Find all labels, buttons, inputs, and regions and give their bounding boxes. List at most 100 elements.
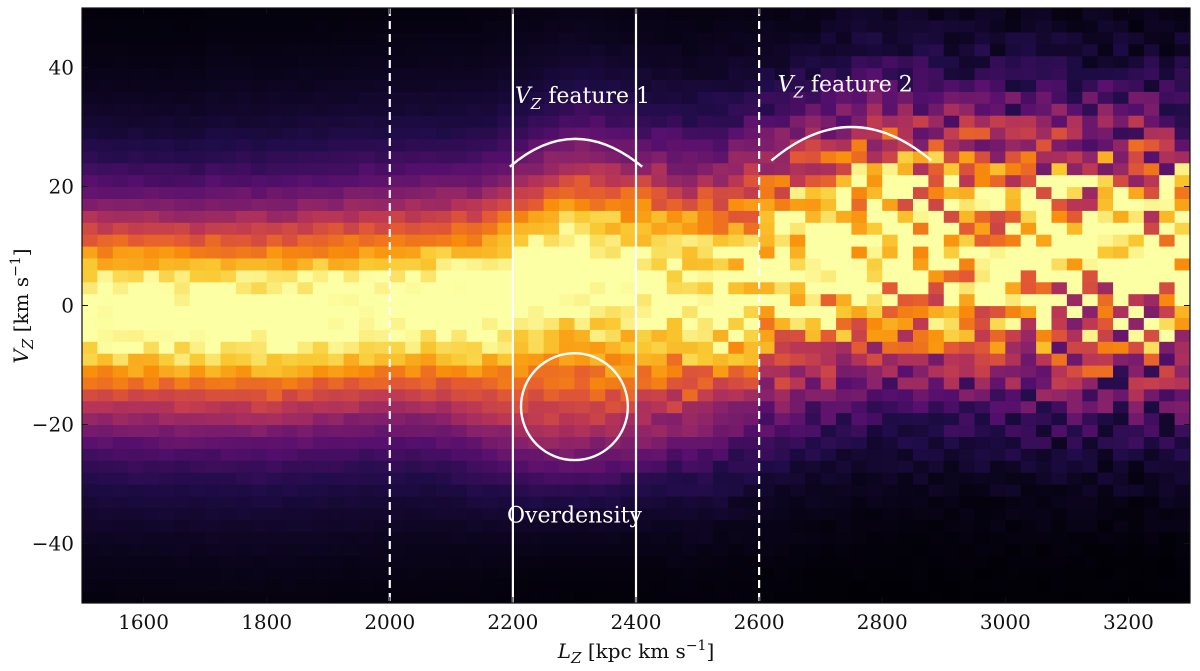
heatmap-cell	[620, 305, 637, 318]
heatmap-cell	[559, 246, 576, 259]
heatmap-cell	[943, 234, 960, 247]
heatmap-cell	[189, 567, 206, 580]
heatmap-cell	[174, 567, 191, 580]
heatmap-cell	[359, 31, 375, 45]
heatmap-cell	[466, 234, 483, 247]
heatmap-cell	[866, 472, 883, 485]
heatmap-cell	[235, 67, 252, 80]
heatmap-cell	[682, 55, 699, 69]
heatmap-cell	[1128, 424, 1145, 437]
heatmap-cell	[1066, 579, 1083, 592]
heatmap-cell	[712, 305, 729, 318]
heatmap-cell	[1113, 341, 1130, 354]
heatmap-cell	[897, 210, 914, 223]
heatmap-cell	[759, 591, 776, 603]
heatmap-cell	[636, 246, 652, 259]
heatmap-cell	[482, 305, 499, 318]
heatmap-cell	[851, 448, 868, 461]
heatmap-cell	[651, 293, 668, 307]
heatmap-cell	[1051, 186, 1068, 199]
heatmap-cell	[759, 162, 776, 176]
heatmap-cell	[420, 353, 437, 366]
heatmap-cell	[1159, 436, 1176, 449]
heatmap-cell	[158, 531, 175, 545]
heatmap-cell	[913, 472, 929, 485]
heatmap-cell	[1143, 317, 1160, 330]
heatmap-cell	[1005, 484, 1022, 497]
heatmap-cell	[928, 115, 945, 128]
heatmap-cell	[97, 162, 114, 176]
heatmap-cell	[789, 531, 806, 545]
heatmap-cell	[866, 317, 883, 330]
heatmap-cell	[651, 269, 668, 283]
heatmap-cell	[774, 91, 791, 104]
heatmap-cell	[620, 472, 637, 485]
heatmap-cell	[959, 55, 976, 69]
heatmap-cell	[1174, 103, 1190, 116]
heatmap-cell	[1159, 531, 1176, 545]
heatmap-cell	[820, 555, 837, 568]
heatmap-cell	[651, 103, 668, 116]
x-tick-label: 3200	[1103, 610, 1154, 634]
heatmap-cell	[312, 341, 329, 354]
heatmap-cell	[1159, 115, 1176, 128]
heatmap-cell	[1113, 460, 1130, 473]
heatmap-cell	[251, 127, 268, 140]
heatmap-cell	[312, 555, 329, 568]
heatmap-cell	[1066, 519, 1083, 533]
heatmap-cell	[666, 388, 683, 402]
heatmap-cell	[666, 507, 683, 521]
heatmap-cell	[589, 424, 606, 437]
heatmap-cell	[1128, 186, 1145, 199]
heatmap-cell	[297, 198, 314, 211]
heatmap-cell	[805, 19, 822, 33]
heatmap-cell	[174, 376, 191, 390]
heatmap-cell	[158, 376, 175, 390]
heatmap-cell	[774, 519, 791, 533]
heatmap-cell	[559, 329, 576, 342]
heatmap-cell	[697, 400, 714, 414]
heatmap-cell	[251, 341, 268, 354]
heatmap-cell	[574, 305, 591, 318]
heatmap-cell	[974, 484, 991, 497]
heatmap-cell	[1036, 519, 1053, 533]
heatmap-cell	[251, 567, 268, 580]
heatmap-cell	[312, 591, 329, 603]
heatmap-cell	[512, 127, 529, 140]
heatmap-cell	[1082, 412, 1099, 426]
heatmap-cell	[112, 484, 129, 497]
heatmap-cell	[189, 127, 206, 140]
heatmap-cell	[97, 91, 114, 104]
heatmap-cell	[158, 567, 175, 580]
heatmap-cell	[405, 579, 422, 592]
heatmap-cell	[882, 55, 899, 69]
heatmap-cell	[728, 353, 745, 366]
heatmap-cell	[359, 495, 375, 509]
heatmap-cell	[1097, 234, 1114, 247]
heatmap-cell	[405, 412, 422, 426]
heatmap-cell	[312, 269, 329, 283]
heatmap-cell	[282, 484, 299, 497]
heatmap-cell	[913, 257, 929, 271]
heatmap-cell	[789, 388, 806, 402]
heatmap-cell	[297, 19, 314, 33]
heatmap-cell	[682, 150, 699, 164]
heatmap-cell	[666, 567, 683, 580]
heatmap-cell	[97, 115, 114, 128]
heatmap-cell	[266, 31, 283, 45]
heatmap-cell	[1036, 210, 1053, 223]
heatmap-cell	[482, 67, 499, 80]
heatmap-cell	[205, 8, 222, 21]
heatmap-cell	[589, 257, 606, 271]
heatmap-cell	[1097, 55, 1114, 69]
heatmap-cell	[959, 436, 976, 449]
heatmap-cell	[158, 174, 175, 188]
heatmap-cell	[482, 424, 499, 437]
heatmap-cell	[959, 79, 976, 92]
heatmap-cell	[1005, 567, 1022, 580]
heatmap-cell	[1143, 43, 1160, 57]
heatmap-cell	[1097, 472, 1114, 485]
heatmap-cell	[128, 424, 145, 437]
heatmap-cell	[97, 579, 114, 592]
heatmap-cell	[1159, 400, 1176, 414]
